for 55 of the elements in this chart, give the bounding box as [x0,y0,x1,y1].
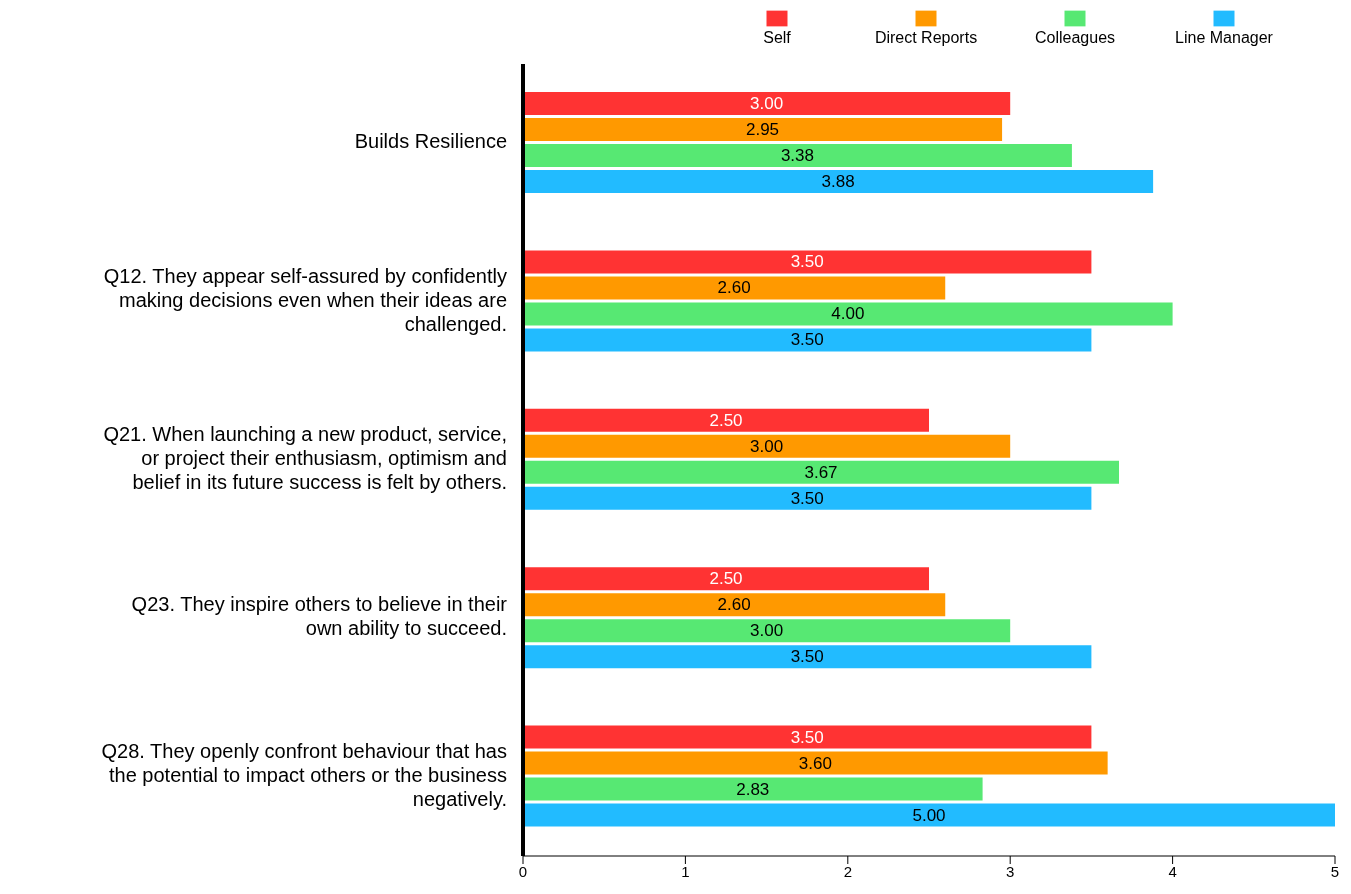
data-label: 3.00 [750,621,784,641]
data-label: 2.50 [709,410,743,430]
data-label: 3.50 [790,252,824,272]
data-label: 2.95 [745,120,780,139]
legend-label: Colleagues [1034,29,1116,46]
bar [523,250,1092,274]
bar [523,593,946,617]
x-tick-label: 0 [518,862,528,880]
bar [523,567,929,591]
data-label: 5.00 [912,805,946,825]
legend-label: Line Manager [1175,29,1273,46]
bar [523,170,1154,193]
bar [523,118,1003,141]
data-label: 2.60 [717,595,751,615]
bar [523,408,929,432]
data-label: 3.00 [750,94,784,113]
y-tick-label: Q21. When launching a new product, service, or project their enthusiasm, optimism and belief in its future success is felt by others. [103,423,507,494]
bar [523,751,1108,775]
data-label: 2.50 [709,569,743,589]
bar [523,92,1011,115]
y-tick-label: Q28. They openly confront behaviour that has the potential to impact others or the business negatively. [101,740,507,811]
data-label: 3.60 [798,753,832,773]
data-label: 3.50 [790,647,824,667]
x-tick-label: 2 [843,862,852,880]
y-tick-label: Q23. They inspire others to believe in their own ability to succeed. [131,593,508,640]
y-tick-label: Q12. They appear self-assured by confidently making decisions even when their ideas are challenged. [103,264,507,335]
x-tick-label: 1 [681,862,690,880]
x-tick-label: 4 [1168,862,1177,880]
bar [523,803,1335,827]
bar [523,619,1011,643]
y-tick-label: Builds Resilience [354,130,507,153]
data-label: 4.00 [831,304,865,324]
x-tick-label: 5 [1330,862,1340,880]
data-label: 3.00 [750,436,784,456]
bar [523,144,1072,167]
data-label: 2.83 [736,779,770,799]
bar [523,725,1092,749]
bar [523,645,1092,669]
data-label: 3.88 [821,172,855,191]
bar [523,276,946,300]
x-tick-label: 3 [1006,862,1015,880]
legend-label: Direct Reports [874,29,978,46]
data-label: 3.50 [790,488,824,508]
bar [523,328,1092,352]
bar [523,460,1120,484]
bar [523,777,983,801]
legend-label: Self [763,29,791,46]
bar [523,486,1092,510]
data-label: 3.67 [804,462,838,482]
data-label: 2.60 [717,278,751,298]
bar [523,434,1011,458]
data-label: 3.50 [790,330,824,350]
bar [523,302,1173,326]
data-label: 3.38 [780,146,814,165]
data-label: 3.50 [790,727,824,747]
